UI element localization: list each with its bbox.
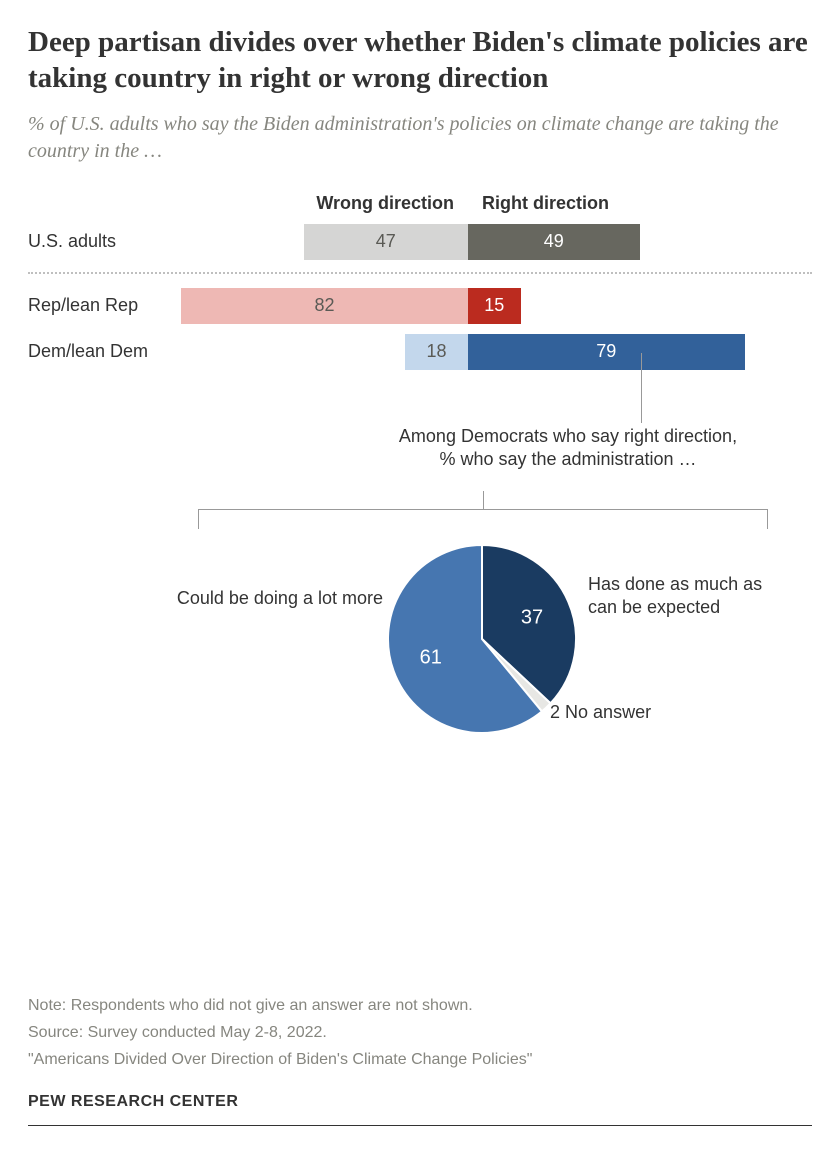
callout-text: Among Democrats who say right direction,… bbox=[398, 425, 738, 472]
source-line: Source: Survey conducted May 2-8, 2022. bbox=[28, 1021, 812, 1044]
note-line: Note: Respondents who did not give an an… bbox=[28, 994, 812, 1017]
bar-row-dem: Dem/lean Dem 18 79 bbox=[28, 334, 812, 370]
pie-section: Could be doing a lot more 37 61 Has done … bbox=[28, 529, 812, 769]
pie-label-could-more: Could be doing a lot more bbox=[173, 587, 383, 610]
pie-label-as-expected: Has done as much as can be expected bbox=[588, 573, 768, 620]
bar-seg-wrong: 47 bbox=[304, 224, 469, 260]
attribution: PEW RESEARCH CENTER bbox=[28, 1093, 812, 1111]
bar-seg-wrong: 82 bbox=[181, 288, 468, 324]
header-right: Right direction bbox=[468, 193, 758, 214]
chart-subtitle: % of U.S. adults who say the Biden admin… bbox=[28, 111, 812, 165]
row-label: Rep/lean Rep bbox=[28, 295, 178, 316]
header-wrong: Wrong direction bbox=[178, 193, 468, 214]
bracket-stem bbox=[483, 491, 484, 510]
end-rule bbox=[28, 1125, 812, 1126]
pie-value: 37 bbox=[521, 606, 543, 628]
pie-chart: 37 61 bbox=[388, 545, 576, 738]
bar-seg-right: 15 bbox=[468, 288, 521, 324]
pie-label-no-answer: 2 No answer bbox=[550, 702, 651, 723]
bar-seg-right: 79 bbox=[468, 334, 745, 370]
bar-row-rep: Rep/lean Rep 82 15 bbox=[28, 288, 812, 324]
bar-seg-wrong: 18 bbox=[405, 334, 468, 370]
row-label: U.S. adults bbox=[28, 231, 178, 252]
divider bbox=[28, 272, 812, 274]
bar-row-us-adults: U.S. adults 47 49 bbox=[28, 224, 812, 260]
row-label: Dem/lean Dem bbox=[28, 341, 178, 362]
bracket bbox=[198, 509, 768, 529]
bar-seg-right: 49 bbox=[468, 224, 640, 260]
column-headers: Wrong direction Right direction bbox=[28, 193, 812, 214]
chart-area: Wrong direction Right direction U.S. adu… bbox=[28, 193, 812, 990]
callout-connector bbox=[641, 353, 642, 423]
pie-value: 61 bbox=[420, 646, 442, 668]
report-title-line: "Americans Divided Over Direction of Bid… bbox=[28, 1048, 812, 1071]
chart-title: Deep partisan divides over whether Biden… bbox=[28, 24, 812, 97]
